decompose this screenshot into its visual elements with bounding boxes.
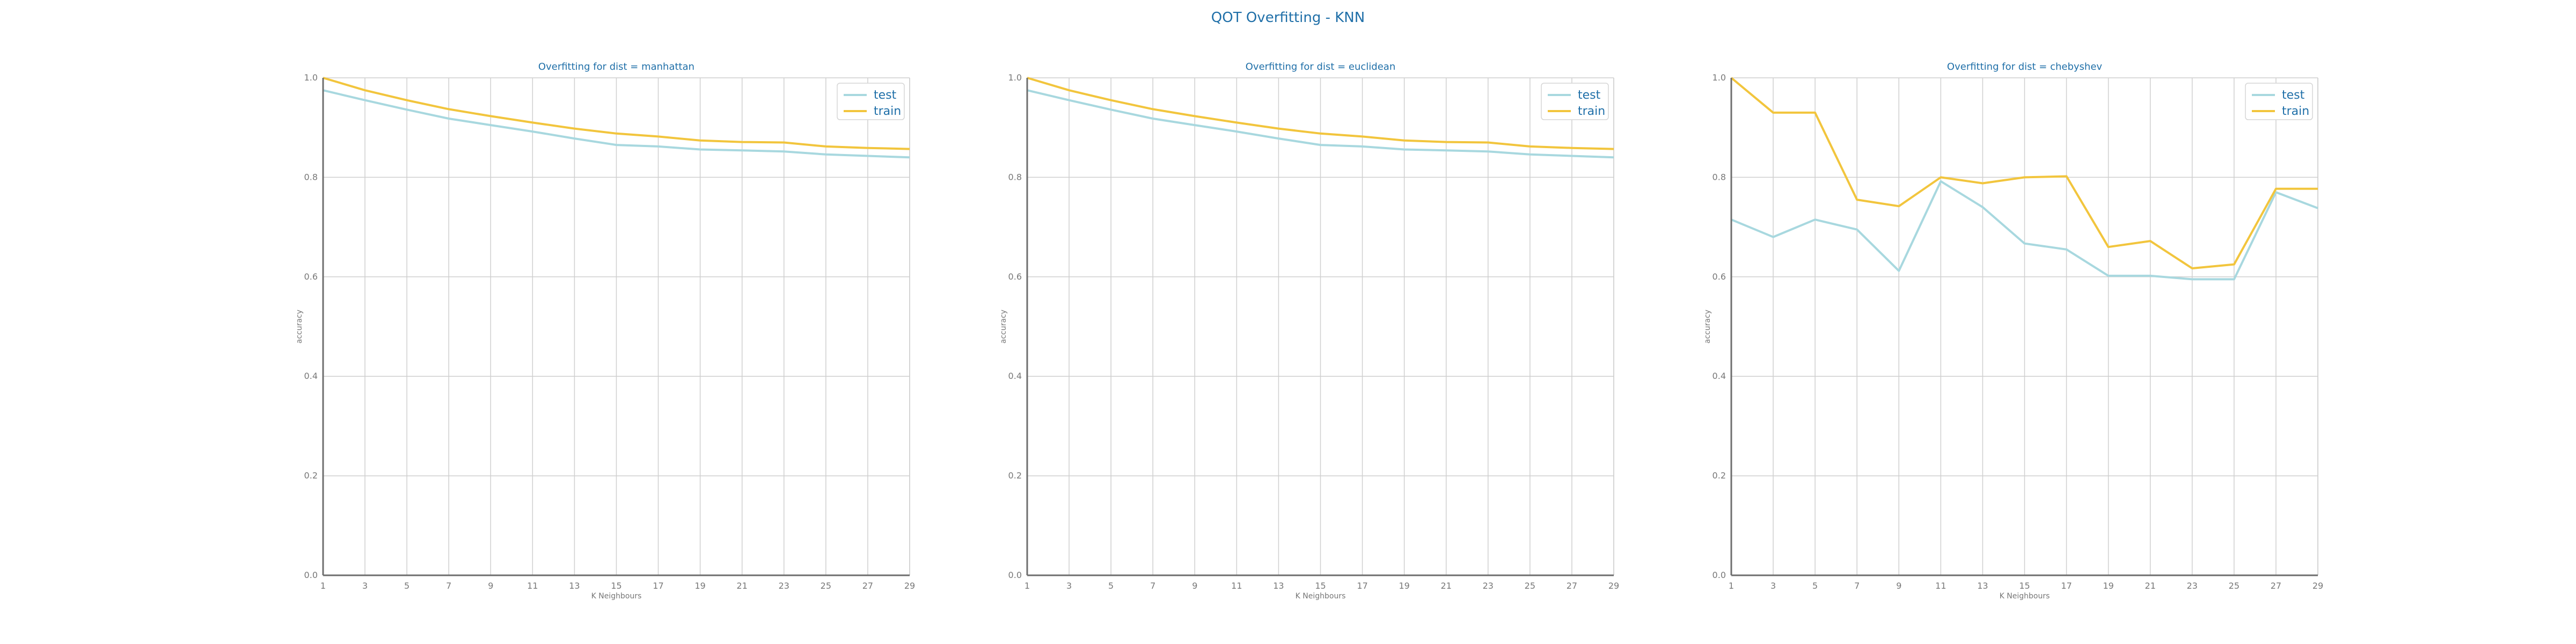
- series-line-test: [323, 89, 910, 159]
- x-tick-label: 11: [1231, 581, 1242, 591]
- x-tick-label: 3: [362, 581, 368, 591]
- x-tick-label: 23: [2187, 581, 2198, 591]
- x-tick-label: 7: [1854, 581, 1860, 591]
- x-tick-label: 5: [1812, 581, 1818, 591]
- x-tick-label: 5: [1108, 581, 1114, 591]
- legend-label-train: train: [874, 105, 901, 118]
- x-tick-label: 7: [1150, 581, 1155, 591]
- y-tick-label: 0.4: [304, 371, 318, 381]
- x-tick-label: 29: [1608, 581, 1619, 591]
- x-tick-label: 21: [1441, 581, 1452, 591]
- subplot-title: Overfitting for dist = chebyshev: [1947, 61, 2102, 72]
- y-axis-label: accuracy: [295, 310, 304, 343]
- x-tick-label: 29: [2312, 581, 2323, 591]
- y-tick-label: 0.0: [1008, 570, 1022, 580]
- x-tick-label: 1: [1729, 581, 1734, 591]
- figure-title: QOT Overfitting - KNN: [1211, 10, 1365, 26]
- x-tick-label: 25: [2229, 581, 2240, 591]
- x-tick-label: 1: [1024, 581, 1030, 591]
- legend-label-test: test: [874, 89, 897, 102]
- x-tick-label: 27: [1567, 581, 1577, 591]
- x-tick-label: 17: [2061, 581, 2072, 591]
- legend-label-train: train: [1578, 105, 1605, 118]
- y-axis-label: accuracy: [999, 310, 1008, 343]
- x-axis-label: K Neighbours: [1296, 592, 1346, 601]
- subplot-title: Overfitting for dist = manhattan: [538, 61, 694, 72]
- series-line-train: [1027, 77, 1614, 150]
- x-tick-label: 29: [904, 581, 915, 591]
- y-tick-label: 1.0: [304, 72, 318, 83]
- x-tick-label: 13: [1977, 581, 1988, 591]
- x-tick-label: 17: [653, 581, 663, 591]
- subplot-title: Overfitting for dist = euclidean: [1246, 61, 1395, 72]
- x-axis-label: K Neighbours: [2000, 592, 2050, 601]
- x-tick-label: 27: [862, 581, 873, 591]
- y-tick-label: 0.8: [1008, 172, 1022, 182]
- x-tick-label: 23: [779, 581, 789, 591]
- x-tick-label: 3: [1770, 581, 1776, 591]
- y-tick-label: 0.4: [1008, 371, 1022, 381]
- x-tick-label: 23: [1483, 581, 1494, 591]
- legend-label-test: test: [2282, 89, 2305, 102]
- legend-label-train: train: [2282, 105, 2309, 118]
- x-tick-label: 9: [1896, 581, 1901, 591]
- y-tick-label: 0.8: [1713, 172, 1726, 182]
- y-tick-label: 0.6: [1008, 272, 1022, 282]
- x-tick-label: 15: [1315, 581, 1326, 591]
- x-tick-label: 15: [611, 581, 621, 591]
- series-line-train: [1730, 77, 2318, 269]
- y-tick-label: 0.8: [304, 172, 318, 182]
- x-axis-label: K Neighbours: [591, 592, 642, 601]
- x-tick-label: 17: [1357, 581, 1367, 591]
- x-tick-label: 5: [404, 581, 409, 591]
- x-tick-label: 19: [694, 581, 705, 591]
- y-tick-label: 0.2: [1713, 471, 1726, 481]
- x-tick-label: 25: [821, 581, 831, 591]
- x-tick-label: 9: [488, 581, 493, 591]
- x-tick-label: 3: [1066, 581, 1072, 591]
- y-tick-label: 0.2: [1008, 471, 1022, 481]
- x-tick-label: 7: [446, 581, 451, 591]
- y-tick-label: 1.0: [1713, 72, 1726, 83]
- x-tick-label: 13: [569, 581, 580, 591]
- series-line-train: [323, 77, 910, 150]
- series-line-test: [1731, 180, 2318, 281]
- x-tick-label: 19: [2103, 581, 2113, 591]
- y-tick-label: 0.0: [304, 570, 318, 580]
- x-tick-label: 15: [2019, 581, 2030, 591]
- legend-label-test: test: [1578, 89, 1601, 102]
- x-tick-label: 9: [1192, 581, 1197, 591]
- y-axis-label: accuracy: [1703, 310, 1712, 343]
- x-tick-label: 25: [1525, 581, 1535, 591]
- y-tick-label: 0.6: [304, 272, 318, 282]
- x-tick-label: 13: [1273, 581, 1284, 591]
- y-tick-label: 0.4: [1713, 371, 1726, 381]
- x-tick-label: 1: [320, 581, 326, 591]
- y-tick-label: 0.6: [1713, 272, 1726, 282]
- x-tick-label: 27: [2271, 581, 2281, 591]
- x-tick-label: 19: [1399, 581, 1409, 591]
- x-tick-label: 21: [737, 581, 748, 591]
- x-tick-label: 11: [1935, 581, 1946, 591]
- y-tick-label: 1.0: [1008, 72, 1022, 83]
- y-tick-label: 0.2: [304, 471, 318, 481]
- y-tick-label: 0.0: [1713, 570, 1726, 580]
- series-line-test: [1027, 89, 1614, 159]
- x-tick-label: 21: [2145, 581, 2156, 591]
- x-tick-label: 11: [527, 581, 538, 591]
